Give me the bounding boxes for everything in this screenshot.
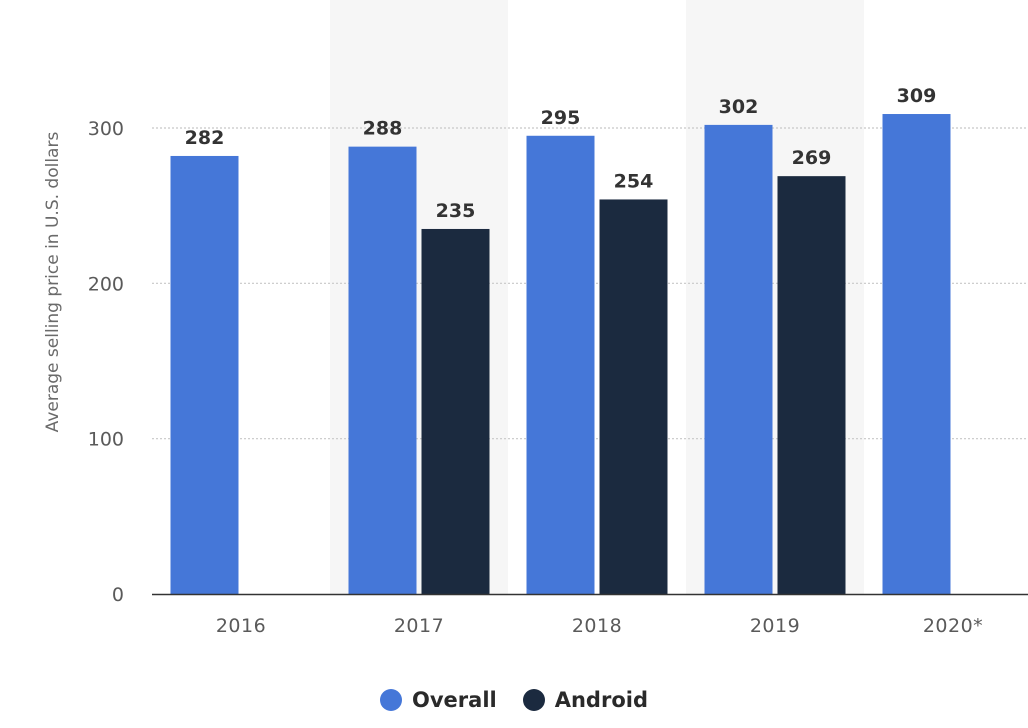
x-tick-label: 2020*	[923, 615, 983, 637]
legend-item-overall[interactable]: Overall	[380, 688, 497, 712]
y-tick-label: 100	[88, 429, 124, 451]
legend-label-android: Android	[554, 688, 648, 712]
y-tick-label: 0	[112, 584, 124, 606]
bar-android-2018[interactable]	[599, 199, 668, 594]
legend-label-overall: Overall	[412, 688, 497, 712]
data-labels: 282 288 235 295 254 302 269 309	[185, 85, 937, 222]
legend-marker-android	[522, 689, 545, 711]
bar-android-2017[interactable]	[421, 228, 490, 594]
bar-overall-2017[interactable]	[348, 146, 417, 594]
data-label-overall-2020: 309	[897, 85, 937, 107]
bar-android-2019[interactable]	[777, 176, 846, 595]
y-axis-ticks: 0 100 200 300	[88, 118, 124, 606]
x-axis-ticks: 2016 2017 2018 2019 2020*	[216, 615, 983, 637]
data-label-overall-2016: 282	[185, 127, 225, 149]
x-tick-label: 2019	[750, 615, 800, 637]
data-label-android-2017: 235	[436, 200, 476, 222]
y-tick-label: 200	[88, 273, 124, 295]
bar-overall-2020[interactable]	[882, 114, 951, 595]
legend-item-android[interactable]: Android	[522, 688, 648, 712]
y-tick-label: 300	[88, 118, 124, 140]
data-label-android-2019: 269	[792, 147, 832, 169]
data-label-overall-2019: 302	[719, 96, 759, 118]
data-label-overall-2018: 295	[541, 107, 581, 129]
legend: Overall Android	[0, 683, 1028, 717]
x-tick-label: 2016	[216, 615, 266, 637]
bar-overall-2018[interactable]	[526, 135, 595, 594]
bars	[170, 114, 951, 595]
legend-marker-overall	[380, 689, 403, 711]
bar-chart: 0 100 200 300 Average selling price in U.S.…	[43, 85, 1028, 637]
y-axis-label: Average selling price in U.S. dollars	[43, 132, 63, 433]
x-tick-label: 2018	[572, 615, 622, 637]
data-label-overall-2017: 288	[363, 118, 403, 140]
data-label-android-2018: 254	[614, 170, 654, 192]
bar-overall-2016[interactable]	[170, 155, 239, 594]
x-tick-label: 2017	[394, 615, 444, 637]
bar-overall-2019[interactable]	[704, 124, 773, 594]
